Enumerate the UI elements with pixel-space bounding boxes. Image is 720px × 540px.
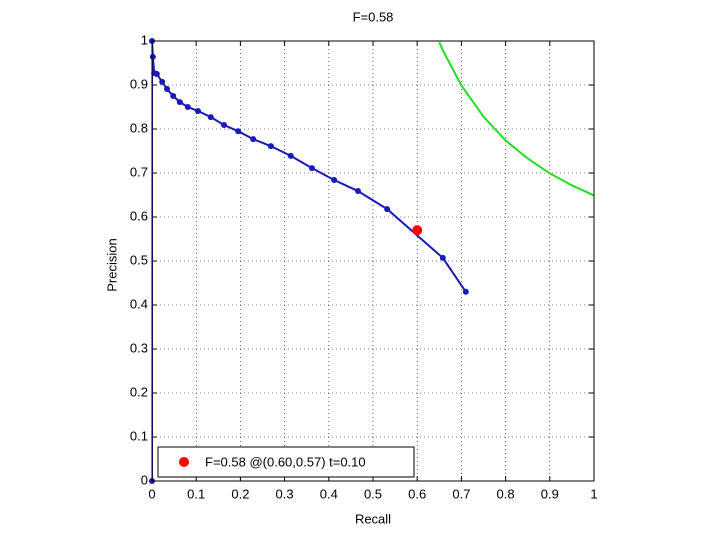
data-point: [331, 177, 338, 184]
y-tick-label: 0.1: [130, 428, 148, 443]
x-tick-label: 1: [590, 486, 597, 501]
data-point: [207, 114, 214, 121]
data-point: [184, 104, 191, 110]
data-point: [309, 165, 316, 172]
data-point: [250, 136, 257, 143]
data-point: [235, 128, 242, 135]
x-tick-label: 0.8: [497, 486, 515, 501]
x-tick-label: 0.4: [320, 486, 338, 501]
x-tick-label: 0.9: [541, 486, 559, 501]
data-point: [170, 93, 177, 99]
data-point: [412, 225, 423, 236]
x-tick-label: 0.1: [187, 486, 205, 501]
x-tick-label: 0.7: [452, 486, 470, 501]
data-point: [462, 288, 469, 295]
y-tick-label: 0.8: [130, 120, 148, 135]
legend-label: F=0.58 @(0.60,0.57) t=0.10: [205, 454, 366, 469]
x-tick-label: 0.6: [408, 486, 426, 501]
data-point: [164, 85, 171, 92]
x-tick-label: 0.5: [364, 486, 382, 501]
x-tick-label: 0.3: [276, 486, 294, 501]
data-point: [194, 107, 201, 114]
data-point: [153, 71, 160, 77]
x-axis-label: Recall: [355, 511, 391, 526]
data-point: [176, 99, 183, 106]
y-tick-label: 0.2: [130, 384, 148, 399]
data-point: [221, 122, 228, 129]
data-point: [149, 53, 156, 60]
y-axis-label: Precision: [104, 238, 119, 291]
data-point: [159, 78, 166, 85]
y-tick-label: 0: [141, 472, 148, 487]
data-point: [267, 143, 274, 150]
legend-marker: [179, 457, 189, 467]
legend-box: [157, 446, 415, 478]
y-tick-label: 0.6: [130, 208, 148, 223]
x-tick-label: 0.2: [231, 486, 249, 501]
chart-title: F=0.58: [353, 9, 394, 24]
y-tick-label: 0.5: [130, 252, 148, 267]
y-tick-label: 0.9: [130, 76, 148, 91]
y-tick-label: 0.4: [130, 296, 148, 311]
y-tick-label: 0.3: [130, 340, 148, 355]
data-point: [384, 206, 391, 213]
y-tick-label: 1: [141, 32, 148, 47]
y-tick-label: 0.7: [130, 164, 148, 179]
series-line: [438, 41, 594, 197]
plot-frame: [151, 40, 595, 482]
data-point: [354, 188, 361, 195]
data-point: [439, 254, 446, 261]
data-point: [287, 152, 294, 159]
x-tick-label: 0: [148, 486, 155, 501]
